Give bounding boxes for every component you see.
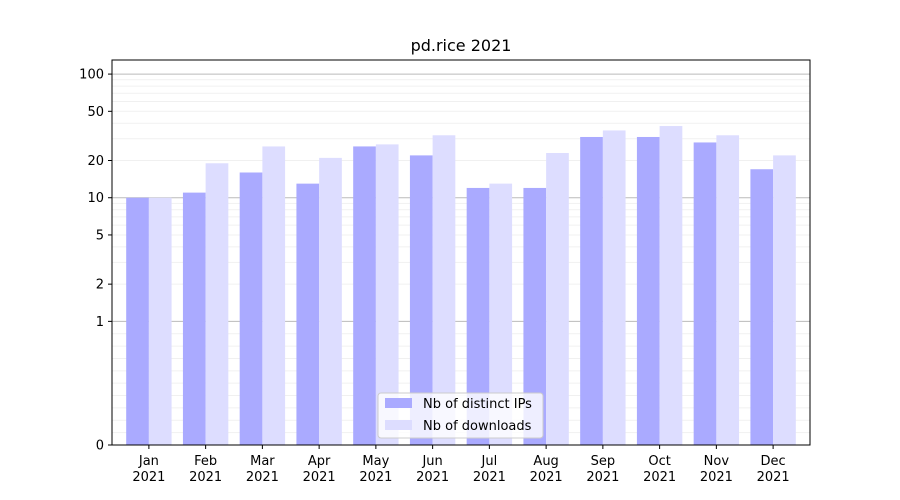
- y-tick-label: 1: [96, 315, 104, 330]
- x-tick-label: Jun 2021: [416, 454, 449, 485]
- bar-downloads-12: [773, 155, 796, 445]
- y-tick-label: 100: [79, 68, 104, 83]
- bar-downloads-10: [659, 126, 683, 445]
- x-tick-label: Oct 2021: [643, 454, 676, 485]
- y-tick-label: 5: [96, 228, 104, 243]
- bar-distinct-ips-6: [409, 155, 433, 445]
- y-tick-label: 2: [96, 278, 104, 293]
- bar-distinct-ips-1: [126, 197, 149, 445]
- bar-downloads-9: [602, 130, 626, 445]
- y-tick-label: 10: [87, 191, 104, 206]
- legend-swatch-distinct-ips: [385, 398, 412, 408]
- bar-distinct-ips-8: [523, 187, 547, 445]
- bar-downloads-3: [262, 146, 286, 445]
- legend-label-downloads: Nb of downloads: [423, 419, 532, 434]
- bar-distinct-ips-12: [750, 169, 774, 445]
- bar-distinct-ips-9: [580, 136, 603, 445]
- x-tick-label: Dec 2021: [757, 454, 790, 485]
- y-tick-label: 20: [87, 154, 104, 169]
- bar-downloads-11: [716, 135, 740, 445]
- bar-distinct-ips-7: [466, 187, 490, 445]
- bar-downloads-7: [489, 183, 513, 445]
- x-tick-label: May 2021: [359, 454, 392, 485]
- x-tick-label: Apr 2021: [303, 454, 336, 485]
- y-tick-label: 0: [96, 439, 104, 454]
- x-tick-label: Mar 2021: [246, 454, 279, 485]
- x-tick-label: Jan 2021: [132, 454, 165, 485]
- legend-box: [377, 392, 544, 439]
- bar-downloads-8: [546, 153, 569, 445]
- legend: Nb of distinct IPs Nb of downloads: [377, 392, 544, 439]
- bar-distinct-ips-4: [296, 183, 320, 445]
- bar-distinct-ips-5: [353, 146, 376, 445]
- y-tick-label: 50: [87, 105, 104, 120]
- bar-downloads-4: [319, 157, 342, 446]
- x-tick-label: Jul 2021: [473, 454, 506, 485]
- bar-layer: [126, 126, 796, 446]
- x-tick-label: Aug 2021: [530, 454, 563, 485]
- bar-downloads-1: [148, 197, 172, 445]
- plot-frame: [111, 59, 811, 446]
- x-axis: Jan 2021 Feb 2021 Mar 2021 Apr 2021 May 2021 Jun 20…: [132, 445, 790, 485]
- x-tick-label: Sep 2021: [586, 454, 619, 485]
- bar-downloads-6: [432, 135, 456, 445]
- bar-downloads-5: [375, 144, 399, 445]
- legend-swatch-downloads: [385, 420, 412, 430]
- bar-distinct-ips-11: [693, 142, 717, 445]
- bar-distinct-ips-10: [636, 136, 660, 445]
- legend-label-distinct-ips: Nb of distinct IPs: [423, 397, 532, 412]
- y-axis: 0 1 2 5 10 20 50 100: [79, 68, 112, 454]
- bar-distinct-ips-3: [239, 172, 263, 446]
- bar-downloads-2: [205, 163, 229, 445]
- chart-title: pd.rice 2021: [411, 36, 512, 55]
- bar-distinct-ips-2: [182, 192, 206, 445]
- x-tick-label: Feb 2021: [189, 454, 222, 485]
- x-tick-label: Nov 2021: [700, 454, 733, 485]
